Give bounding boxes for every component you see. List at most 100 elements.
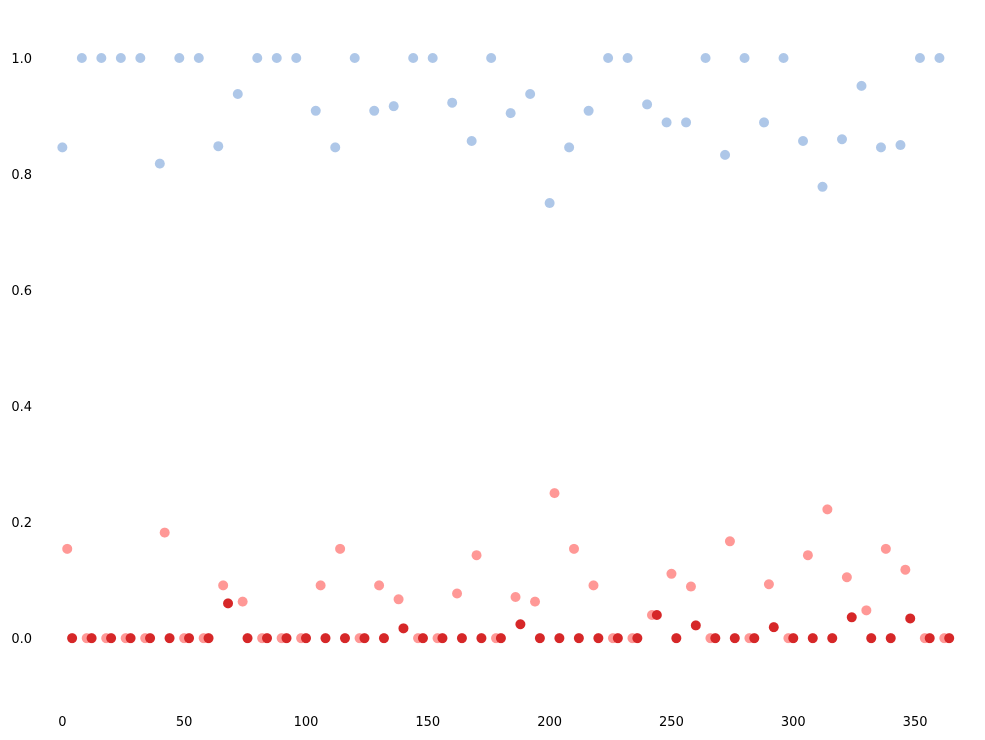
scatter-point — [374, 580, 385, 591]
scatter-point — [125, 633, 136, 644]
scatter-point — [86, 633, 97, 644]
y-tick-label: 0.6 — [11, 284, 32, 299]
scatter-point — [106, 633, 117, 644]
y-tick-label: 1.0 — [11, 52, 32, 67]
scatter-point — [115, 53, 126, 64]
scatter-point — [846, 612, 857, 623]
scatter-point — [944, 633, 955, 644]
scatter-point — [378, 633, 389, 644]
scatter-point — [763, 579, 774, 590]
x-tick-label: 350 — [903, 715, 928, 730]
scatter-point — [135, 53, 146, 64]
scatter-point — [76, 53, 87, 64]
scatter-point — [569, 543, 579, 554]
scatter-point — [193, 53, 204, 64]
scatter-point — [398, 623, 409, 634]
scatter-point — [603, 53, 614, 64]
plot-area — [57, 53, 955, 644]
scatter-point — [900, 564, 911, 575]
scatter-point — [388, 101, 399, 112]
scatter-point — [96, 53, 107, 64]
x-tick-label: 150 — [415, 715, 440, 730]
scatter-point — [408, 53, 419, 64]
scatter-point — [924, 633, 935, 644]
x-axis: 0 50 100 150 200 250 300 350 — [58, 715, 927, 730]
series-2 — [67, 598, 955, 644]
scatter-point — [452, 588, 463, 599]
scatter-point — [685, 581, 696, 592]
scatter-point — [895, 140, 906, 151]
scatter-point — [232, 88, 243, 99]
scatter-point — [914, 53, 925, 64]
scatter-point — [301, 633, 311, 644]
scatter-point — [145, 633, 156, 644]
scatter-point — [164, 633, 175, 644]
scatter-point — [359, 633, 370, 644]
scatter-point — [530, 596, 541, 607]
scatter-point — [632, 633, 643, 644]
scatter-point — [252, 53, 263, 64]
x-tick-label: 50 — [176, 715, 193, 730]
scatter-point — [729, 633, 740, 644]
scatter-point — [749, 633, 760, 644]
scatter-point — [223, 598, 234, 609]
y-tick-label: 0.4 — [11, 400, 32, 415]
scatter-point — [495, 633, 506, 644]
scatter-point — [174, 53, 185, 64]
scatter-point — [218, 580, 229, 591]
scatter-point — [720, 149, 731, 160]
scatter-point — [335, 543, 346, 554]
scatter-point — [466, 135, 477, 146]
scatter-point — [841, 572, 852, 583]
scatter-point — [505, 108, 516, 119]
scatter-point — [827, 633, 838, 644]
x-tick-label: 0 — [58, 715, 66, 730]
scatter-point — [262, 633, 273, 644]
scatter-point — [666, 568, 677, 579]
scatter-point — [934, 53, 945, 64]
scatter-point — [880, 543, 891, 554]
scatter-point — [315, 580, 326, 591]
scatter-point — [67, 633, 78, 644]
scatter-point — [802, 550, 813, 561]
scatter-point — [661, 117, 672, 128]
y-tick-label: 0.2 — [11, 516, 32, 531]
scatter-point — [583, 105, 594, 116]
x-tick-label: 200 — [537, 715, 562, 730]
scatter-point — [242, 633, 253, 644]
scatter-point — [456, 633, 467, 644]
series-1 — [62, 488, 950, 644]
scatter-point — [778, 53, 789, 64]
scatter-point — [62, 543, 73, 554]
scatter-point — [486, 53, 497, 64]
scatter-point — [700, 53, 711, 64]
scatter-point — [856, 80, 867, 91]
scatter-point — [681, 117, 692, 128]
scatter-point — [291, 53, 302, 64]
scatter-point — [822, 504, 833, 515]
scatter-point — [330, 142, 341, 153]
scatter-point — [417, 633, 428, 644]
scatter-point — [544, 198, 555, 209]
scatter-point — [788, 633, 799, 644]
scatter-point — [588, 580, 599, 591]
y-tick-label: 0.0 — [11, 632, 32, 647]
scatter-point — [510, 591, 521, 602]
scatter-point — [905, 613, 916, 624]
scatter-point — [768, 622, 779, 633]
scatter-point — [281, 633, 292, 644]
scatter-point — [739, 53, 750, 64]
scatter-point — [612, 633, 623, 644]
scatter-point — [213, 141, 224, 152]
scatter-point — [671, 633, 682, 644]
x-tick-label: 250 — [659, 715, 684, 730]
scatter-point — [837, 134, 847, 145]
scatter-point — [184, 633, 195, 644]
scatter-point — [271, 53, 282, 64]
x-tick-label: 100 — [294, 715, 319, 730]
scatter-point — [159, 527, 170, 538]
scatter-point — [622, 53, 633, 64]
scatter-point — [320, 633, 331, 644]
scatter-point — [57, 142, 68, 153]
scatter-point — [724, 536, 735, 547]
